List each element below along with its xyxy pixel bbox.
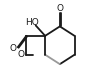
Text: O: O <box>56 3 63 13</box>
Text: O: O <box>10 44 17 53</box>
Text: O: O <box>18 50 25 59</box>
Text: HO: HO <box>25 18 39 27</box>
